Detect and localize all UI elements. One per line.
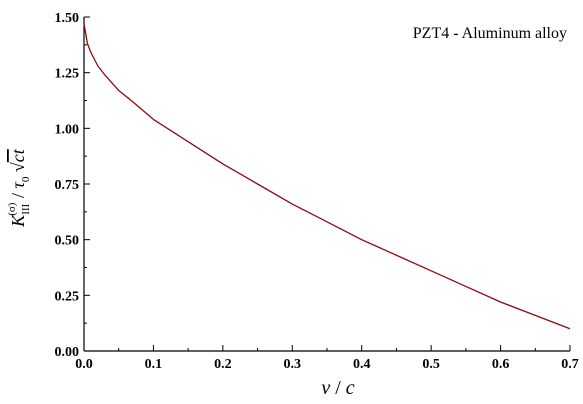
x-tick-label: 0.0	[75, 357, 93, 372]
series-layer	[83, 23, 571, 330]
x-tick-label: 0.3	[284, 357, 302, 372]
x-tick-label: 0.5	[422, 357, 440, 372]
y-tick-label: 1.25	[55, 67, 80, 82]
y-tick-label: 0.50	[55, 234, 80, 249]
x-axis-label: v / c	[321, 377, 354, 399]
y-tick-label: 0.00	[55, 345, 80, 360]
y-tick-label: 0.25	[55, 289, 80, 304]
x-tick-label: 0.1	[145, 357, 163, 372]
y-tick-label: 1.00	[55, 122, 80, 137]
y-tick-label: 0.75	[55, 178, 80, 193]
x-tick-label: 0.4	[353, 357, 371, 372]
y-axis-label: KIII(σ) / τ0 √ct	[6, 148, 32, 228]
svg-text:KIII(σ) / τ0 √ct: KIII(σ) / τ0 √ct	[6, 148, 32, 228]
x-tick-label: 0.7	[561, 357, 579, 372]
y-tick-label: 1.50	[55, 11, 80, 26]
x-tick-label: 0.6	[492, 357, 510, 372]
series-line	[83, 23, 571, 330]
ticks: 0.0 0.1 0.2 0.3 0.4 0.5 0.6 0.7 0.00 0.25 0.50 0.75…	[55, 11, 579, 372]
chart-annotation: PZT4 - Aluminum alloy	[413, 25, 567, 42]
x-tick-label: 0.2	[214, 357, 232, 372]
